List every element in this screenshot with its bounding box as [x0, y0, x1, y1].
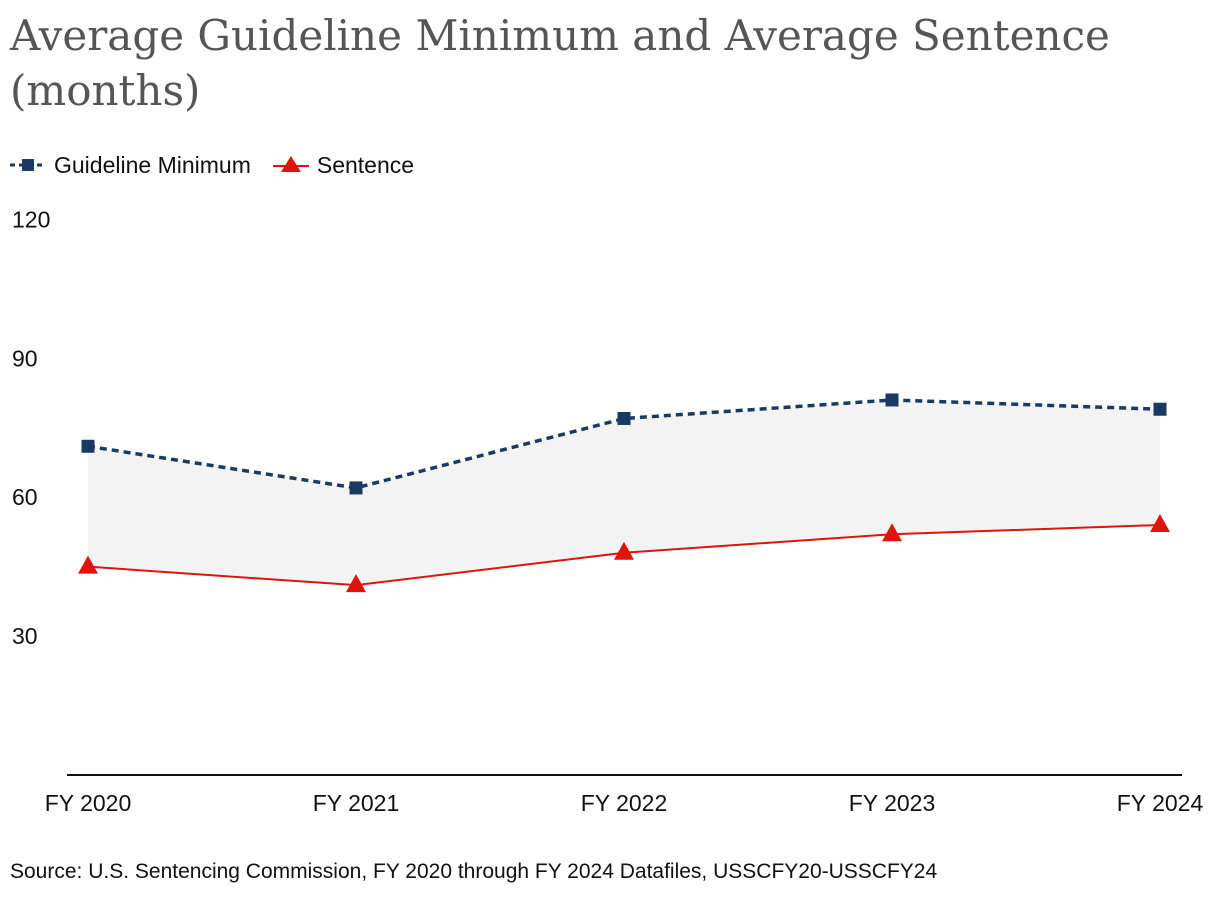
legend-marker-square-icon — [10, 159, 46, 171]
guideline-minimum-point — [349, 481, 363, 495]
y-tick-label-120: 120 — [12, 206, 50, 232]
legend-marker-triangle-icon — [272, 156, 309, 172]
x-tick-label: FY 2020 — [45, 790, 132, 816]
guideline-minimum-point — [617, 411, 631, 425]
sentence-point — [78, 555, 98, 574]
sentence-point — [346, 574, 366, 593]
x-tick-label: FY 2024 — [1117, 790, 1204, 816]
source-note: Source: U.S. Sentencing Commission, FY 2… — [10, 860, 938, 883]
legend: Guideline Minimum Sentence — [10, 150, 436, 180]
sentence-point — [1150, 513, 1170, 532]
guideline-minimum-point — [1153, 402, 1167, 416]
x-tick-label: FY 2021 — [313, 790, 400, 816]
guideline-minimum-point — [81, 439, 95, 453]
series-line-guideline-minimum — [87, 398, 1161, 490]
guideline-minimum-point — [885, 393, 899, 407]
y-tick-label-60: 60 — [12, 484, 38, 510]
legend-item-guideline-minimum: Guideline Minimum — [10, 152, 251, 179]
shaded-gap-area — [88, 399, 1160, 586]
sentence-point — [882, 523, 902, 542]
legend-label-guideline-minimum: Guideline Minimum — [54, 151, 251, 178]
legend-item-sentence: Sentence — [272, 151, 415, 179]
x-tick-label: FY 2022 — [581, 790, 668, 816]
x-tick-label: FY 2023 — [849, 790, 936, 816]
sentence-point — [614, 541, 634, 560]
y-tick-label-90: 90 — [12, 345, 38, 371]
y-tick-label-30: 30 — [12, 623, 38, 649]
legend-label-sentence: Sentence — [316, 151, 415, 178]
chart-title: Average Guideline Minimum and Average Se… — [10, 11, 1110, 115]
line-chart: 30 60 90 120 FY 2020 FY 2021 FY 2022 FY 2023 FY … — [12, 206, 1204, 816]
